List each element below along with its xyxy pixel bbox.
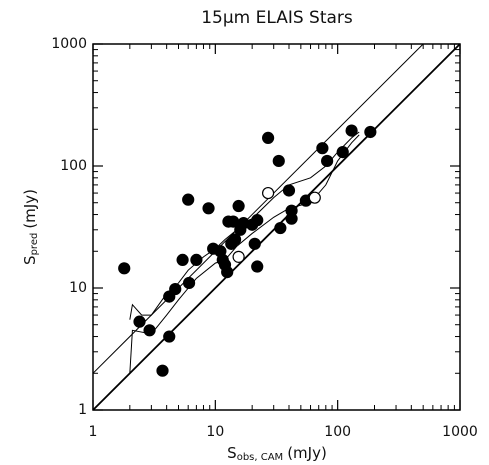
x-tick-label: 1 [89,424,98,440]
x-label-unit: (mJy) [287,444,327,462]
data-point [308,191,321,204]
data-point [118,262,131,275]
data-point [336,145,349,159]
data-point [262,186,275,200]
data-point [133,315,146,328]
data-point [272,154,285,168]
data-point [232,250,245,263]
y-axis-label: Spred (mJy) [21,189,41,265]
data-point [176,253,189,266]
data-point [182,193,195,206]
y-tick-label: 1 [78,402,87,418]
data-point [232,199,245,213]
data-point [156,364,169,377]
data-point [163,330,176,343]
data-point [202,202,215,215]
y-tick-label: 1000 [51,36,87,52]
data-point [251,214,264,227]
x-label-sub: obs, CAM [237,452,283,463]
data-point [248,237,261,250]
data-point [285,204,298,217]
data-point [169,282,182,296]
y-tick-label: 10 [69,280,87,296]
data-point [282,184,296,197]
y-label-main: S [21,255,39,265]
data-point [274,221,287,235]
x-axis-label: Sobs, CAM (mJy) [227,444,327,464]
data-point [364,125,377,139]
x-tick-label: 1000 [442,424,478,440]
data-point [251,260,264,273]
x-tick-label: 100 [324,424,351,440]
reference-line [93,44,424,374]
plot-frame [92,43,461,411]
y-label-unit: (mJy) [21,189,39,229]
data-point [221,265,234,279]
data-point [190,253,203,266]
chart-title: 15μm ELAIS Stars [201,8,353,28]
data-point [262,131,275,144]
y-tick-label: 100 [60,158,87,174]
x-tick-label: 10 [206,424,224,440]
x-label-main: S [227,444,237,462]
data-point [321,154,334,168]
y-label-sub: pred [29,233,40,256]
data-point [345,124,358,137]
data-point [316,142,329,155]
data-point [143,324,156,337]
data-point [182,276,196,290]
data-point [228,233,242,246]
